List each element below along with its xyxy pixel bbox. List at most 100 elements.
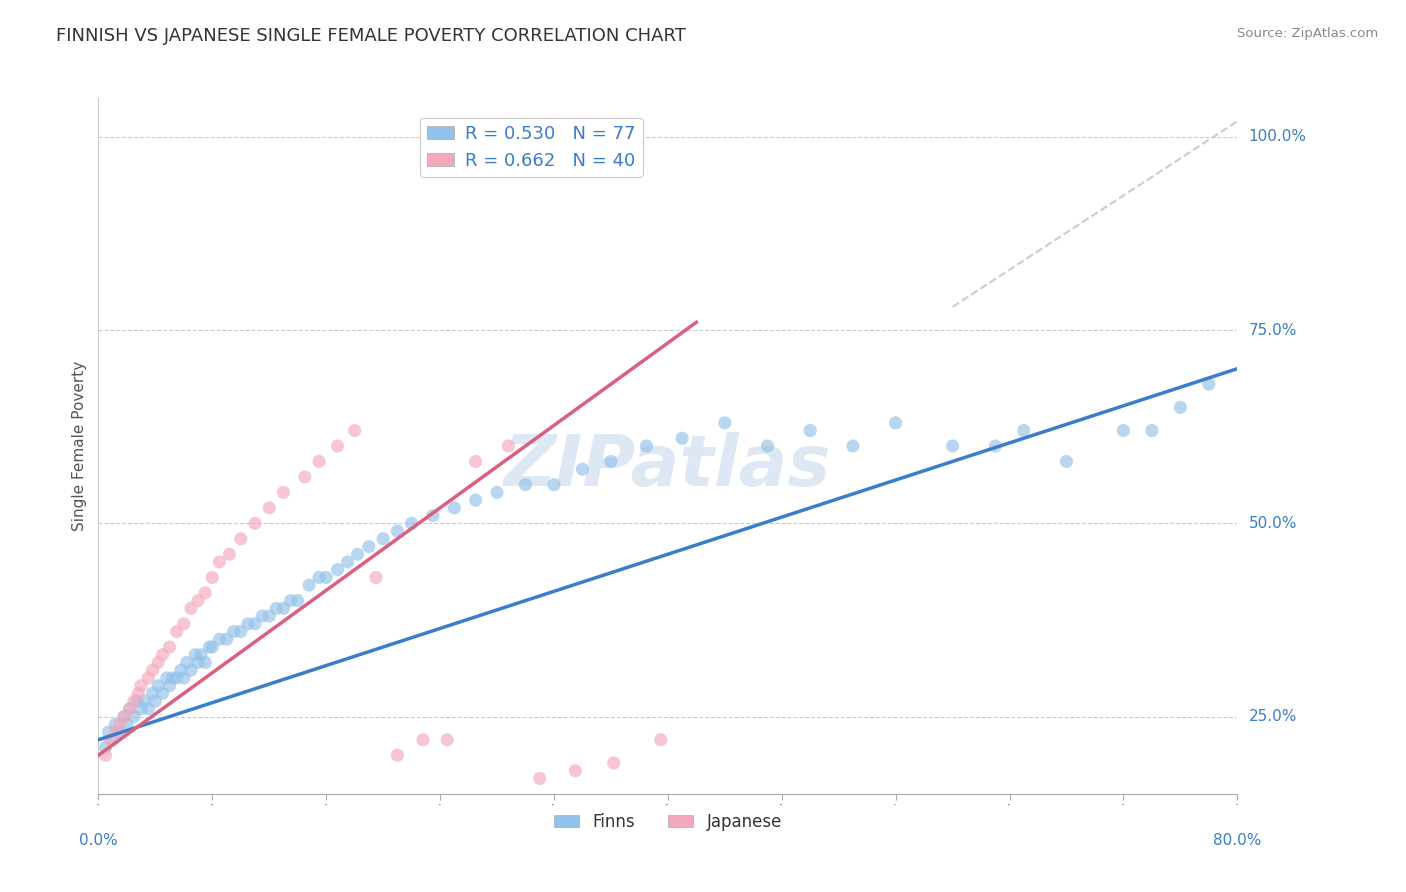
Point (294, 470, 316, 484)
Point (273, 601, 295, 615)
Point (166, 671, 188, 685)
Point (1012, 424, 1035, 438)
Point (184, 648, 207, 662)
Point (136, 702, 159, 716)
Point (108, 725, 131, 739)
Point (176, 656, 198, 670)
Point (148, 656, 170, 670)
Point (145, 694, 167, 708)
Point (346, 547, 368, 561)
Point (357, 540, 380, 554)
Point (364, 570, 387, 584)
Point (218, 547, 240, 561)
Text: FINNISH VS JAPANESE SINGLE FEMALE POVERTY CORRELATION CHART: FINNISH VS JAPANESE SINGLE FEMALE POVERT… (56, 27, 686, 45)
Point (97, 725, 120, 739)
Point (141, 686, 163, 700)
Point (170, 663, 193, 677)
Point (129, 679, 152, 693)
Point (308, 454, 330, 468)
Point (714, 416, 737, 430)
Point (650, 732, 672, 747)
Point (842, 439, 865, 453)
Point (336, 555, 359, 569)
Point (104, 725, 127, 739)
Point (198, 640, 221, 654)
Text: ZIPatlas: ZIPatlas (505, 433, 831, 501)
Point (308, 570, 330, 584)
Point (1170, 401, 1192, 415)
Point (1198, 377, 1220, 392)
Point (422, 508, 444, 523)
Text: 80.0%: 80.0% (1213, 833, 1261, 847)
Point (229, 624, 252, 639)
Point (326, 439, 349, 453)
Point (118, 702, 141, 716)
Point (101, 732, 124, 747)
Point (387, 748, 409, 763)
Point (215, 632, 238, 647)
Point (173, 671, 195, 685)
Point (127, 686, 149, 700)
Point (298, 578, 321, 592)
Point (180, 601, 202, 615)
Point (436, 732, 458, 747)
Text: 75.0%: 75.0% (1249, 323, 1296, 337)
Point (564, 764, 586, 778)
Point (173, 616, 195, 631)
Point (884, 416, 907, 430)
Point (236, 616, 259, 631)
Point (112, 709, 135, 723)
Point (180, 663, 202, 677)
Point (1112, 424, 1135, 438)
Point (229, 532, 252, 546)
Point (129, 702, 152, 716)
Point (942, 439, 965, 453)
Text: 25.0%: 25.0% (1249, 709, 1296, 724)
Point (543, 477, 565, 491)
Point (243, 616, 266, 631)
Point (94, 740, 117, 755)
Point (486, 485, 509, 500)
Point (194, 656, 217, 670)
Point (115, 717, 138, 731)
Point (159, 640, 181, 654)
Text: Source: ZipAtlas.com: Source: ZipAtlas.com (1237, 27, 1378, 40)
Point (148, 679, 170, 693)
Point (259, 500, 281, 515)
Point (98, 732, 121, 747)
Point (104, 717, 127, 731)
Point (515, 477, 537, 491)
Point (1056, 454, 1078, 468)
Point (315, 570, 337, 584)
Point (118, 702, 141, 716)
Point (280, 593, 302, 607)
Point (208, 632, 231, 647)
Point (671, 431, 693, 445)
Point (187, 593, 209, 607)
Point (799, 424, 821, 438)
Point (166, 624, 188, 639)
Point (94, 748, 117, 763)
Point (464, 493, 486, 508)
Point (464, 454, 486, 468)
Point (152, 648, 174, 662)
Point (159, 679, 181, 693)
Point (498, 439, 520, 453)
Point (208, 555, 231, 569)
Point (401, 516, 423, 531)
Point (571, 462, 593, 476)
Point (412, 732, 434, 747)
Point (187, 656, 209, 670)
Point (273, 485, 295, 500)
Point (373, 532, 395, 546)
Point (112, 709, 135, 723)
Point (250, 609, 273, 624)
Point (190, 648, 212, 662)
Point (194, 586, 217, 600)
Point (201, 570, 224, 584)
Text: 50.0%: 50.0% (1249, 516, 1296, 531)
Point (201, 640, 224, 654)
Point (122, 694, 145, 708)
Point (156, 671, 179, 685)
Point (287, 593, 309, 607)
